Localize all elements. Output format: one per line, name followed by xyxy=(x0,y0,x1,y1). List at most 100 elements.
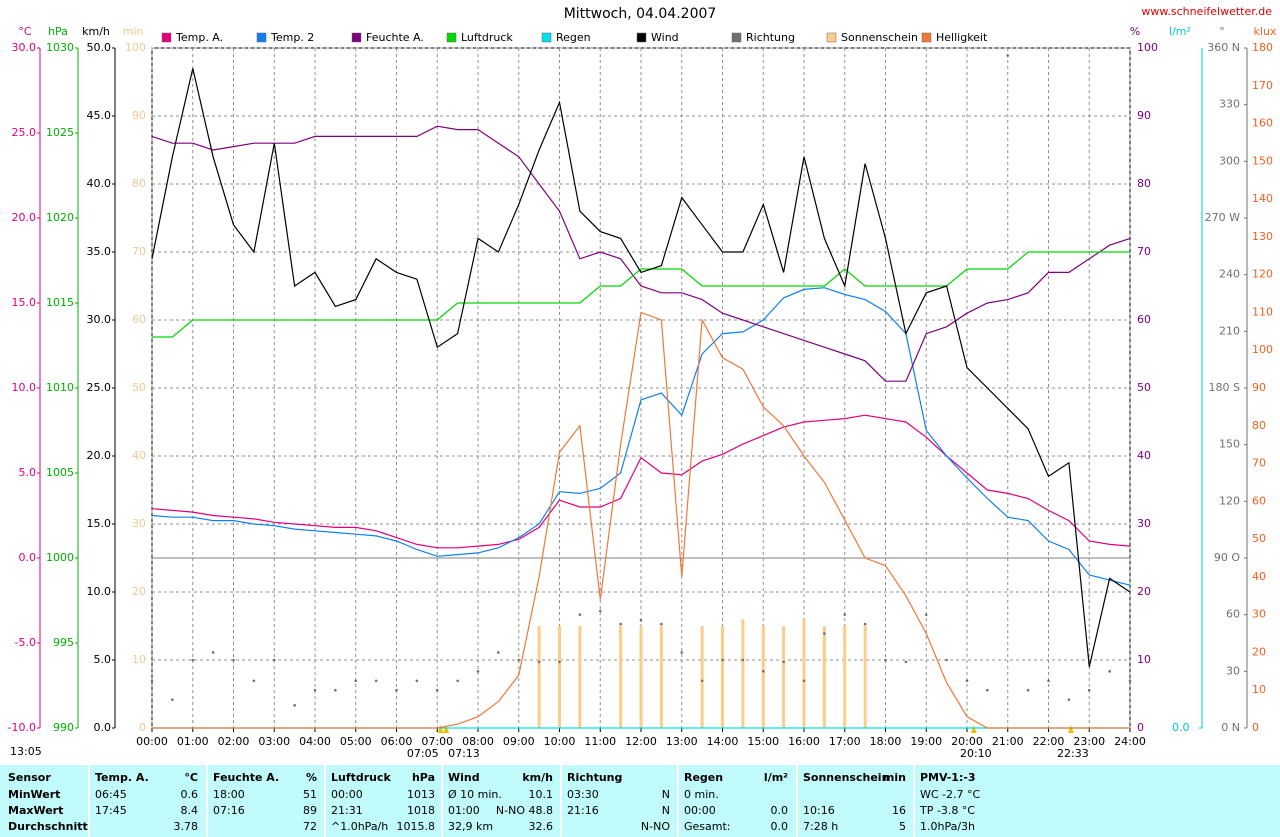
series-line xyxy=(151,287,1131,586)
y-tick-label: 180 S xyxy=(1209,381,1240,394)
direction-dot xyxy=(1047,679,1050,683)
table-cell: 03:30 xyxy=(567,788,599,801)
y-tick-label: 30 xyxy=(1226,664,1240,677)
direction-dot xyxy=(802,679,806,683)
y-tick-label: 110 xyxy=(1252,305,1273,318)
sunshine-bar xyxy=(639,626,643,728)
marker-label: 07:13 xyxy=(448,747,480,760)
y-tick-label: 180 xyxy=(1252,41,1273,54)
marker xyxy=(437,725,444,733)
y-tick-label: 90 xyxy=(1252,381,1266,394)
direction-dot xyxy=(761,670,765,673)
y-tick-label: 270 W xyxy=(1205,211,1240,224)
x-tick-label: 07:00 xyxy=(421,735,453,748)
table-cell: ^1.0hPa/h xyxy=(331,820,388,833)
y-tick-label: 60 xyxy=(1226,608,1240,621)
y-tick-label: 120 xyxy=(1252,268,1273,281)
direction-dot xyxy=(680,651,684,654)
table-cell: min xyxy=(883,771,906,784)
table-cell: N xyxy=(662,788,670,801)
table-cell: °C xyxy=(184,771,198,784)
y-tick-label: 15.0 xyxy=(12,296,37,309)
legend-label: Luftdruck xyxy=(461,31,513,44)
chart-title: Mittwoch, 04.04.2007 xyxy=(564,6,717,22)
y-tick-label: 0 xyxy=(1137,721,1144,734)
y-tick-label: 60 xyxy=(1137,313,1151,326)
legend-swatch xyxy=(636,32,647,43)
y-tick-label: 90 xyxy=(132,109,146,122)
marker xyxy=(970,725,977,733)
y-tick-label: 1030 xyxy=(46,41,74,54)
table-cell: km/h xyxy=(522,771,553,784)
x-tick-label: 16:00 xyxy=(788,735,820,748)
legend-label: Sonnenschein xyxy=(841,31,918,44)
y-tick-label: 1010 xyxy=(46,381,74,394)
direction-dot xyxy=(415,679,419,683)
y-tick-label: 30.0 xyxy=(87,313,112,326)
legend-swatch xyxy=(161,32,172,43)
x-tick-label: 22:00 xyxy=(1033,735,1065,748)
y-tick-label: 10 xyxy=(1252,683,1266,696)
series-line xyxy=(151,414,1131,549)
legend-swatch xyxy=(826,32,837,43)
table-cell: Luftdruck xyxy=(331,771,392,784)
y-tick-label: 70 xyxy=(1137,245,1151,258)
y-tick-label: 20.0 xyxy=(12,211,37,224)
x-tick-label: 09:00 xyxy=(503,735,535,748)
y-tick-label: 160 xyxy=(1252,117,1273,130)
marker-label: 07:05 xyxy=(407,747,439,760)
y-tick-label: 30 xyxy=(1252,608,1266,621)
table-cell: 32,9 km xyxy=(448,820,493,833)
y-tick-label: -10.0 xyxy=(8,721,36,734)
x-tick-label: 06:00 xyxy=(381,735,413,748)
table-cell: 32.6 xyxy=(529,820,554,833)
direction-dot xyxy=(639,619,643,622)
marker xyxy=(443,725,450,733)
table-cell: N-NO 48.8 xyxy=(496,804,553,817)
table-cell: N-NO xyxy=(641,820,670,833)
table-cell: TP -3.8 °C xyxy=(919,804,975,817)
direction-dot xyxy=(272,658,276,662)
updated-time: 13:05 xyxy=(10,745,42,758)
y-tick-label: 5.0 xyxy=(19,466,37,479)
table-cell: 0.6 xyxy=(181,788,199,801)
direction-dot xyxy=(497,651,500,654)
legend-label: Wind xyxy=(651,31,679,44)
direction-dot xyxy=(741,658,745,662)
y-tick-label: 40 xyxy=(1137,449,1151,462)
table-cell: Regen xyxy=(684,771,723,784)
x-tick-label: 02:00 xyxy=(218,735,250,748)
x-tick-label: 18:00 xyxy=(870,735,902,748)
table-cell: Sonnenschein xyxy=(803,771,889,784)
sunshine-bar xyxy=(761,626,765,728)
y-tick-label: 130 xyxy=(1252,230,1273,243)
table-cell: hPa xyxy=(412,771,435,784)
x-tick-label: 11:00 xyxy=(584,735,616,748)
legend-label: Feuchte A. xyxy=(366,31,424,44)
axis-unit: ° xyxy=(1219,25,1225,38)
y-tick-label: 60 xyxy=(132,313,146,326)
table-cell: Richtung xyxy=(567,771,622,784)
y-tick-label: 1015 xyxy=(46,296,74,309)
table-cell: 00:00 xyxy=(331,788,363,801)
table-cell: 1015.8 xyxy=(397,820,436,833)
axis-unit: min xyxy=(123,25,144,38)
x-tick-label: 19:00 xyxy=(910,735,942,748)
x-tick-label: 00:00 xyxy=(136,735,168,748)
y-tick-label: 35.0 xyxy=(87,245,112,258)
y-tick-label: 240 xyxy=(1219,268,1240,281)
table-cell: 07:16 xyxy=(213,804,245,817)
direction-dot xyxy=(1128,679,1132,683)
table-cell: MinWert xyxy=(8,788,60,801)
axis-unit: °C xyxy=(18,25,32,38)
y-tick-label: 20 xyxy=(1137,585,1151,598)
sunshine-bar xyxy=(700,626,704,728)
y-tick-label: 20 xyxy=(1252,645,1266,658)
table-cell: Gesamt: xyxy=(684,820,731,833)
marker xyxy=(1067,725,1074,733)
y-tick-label: 20 xyxy=(132,585,146,598)
y-tick-label: 995 xyxy=(53,636,74,649)
y-tick-label: 50 xyxy=(132,381,146,394)
y-tick-label: 10 xyxy=(1137,653,1151,666)
direction-dot xyxy=(517,658,521,662)
